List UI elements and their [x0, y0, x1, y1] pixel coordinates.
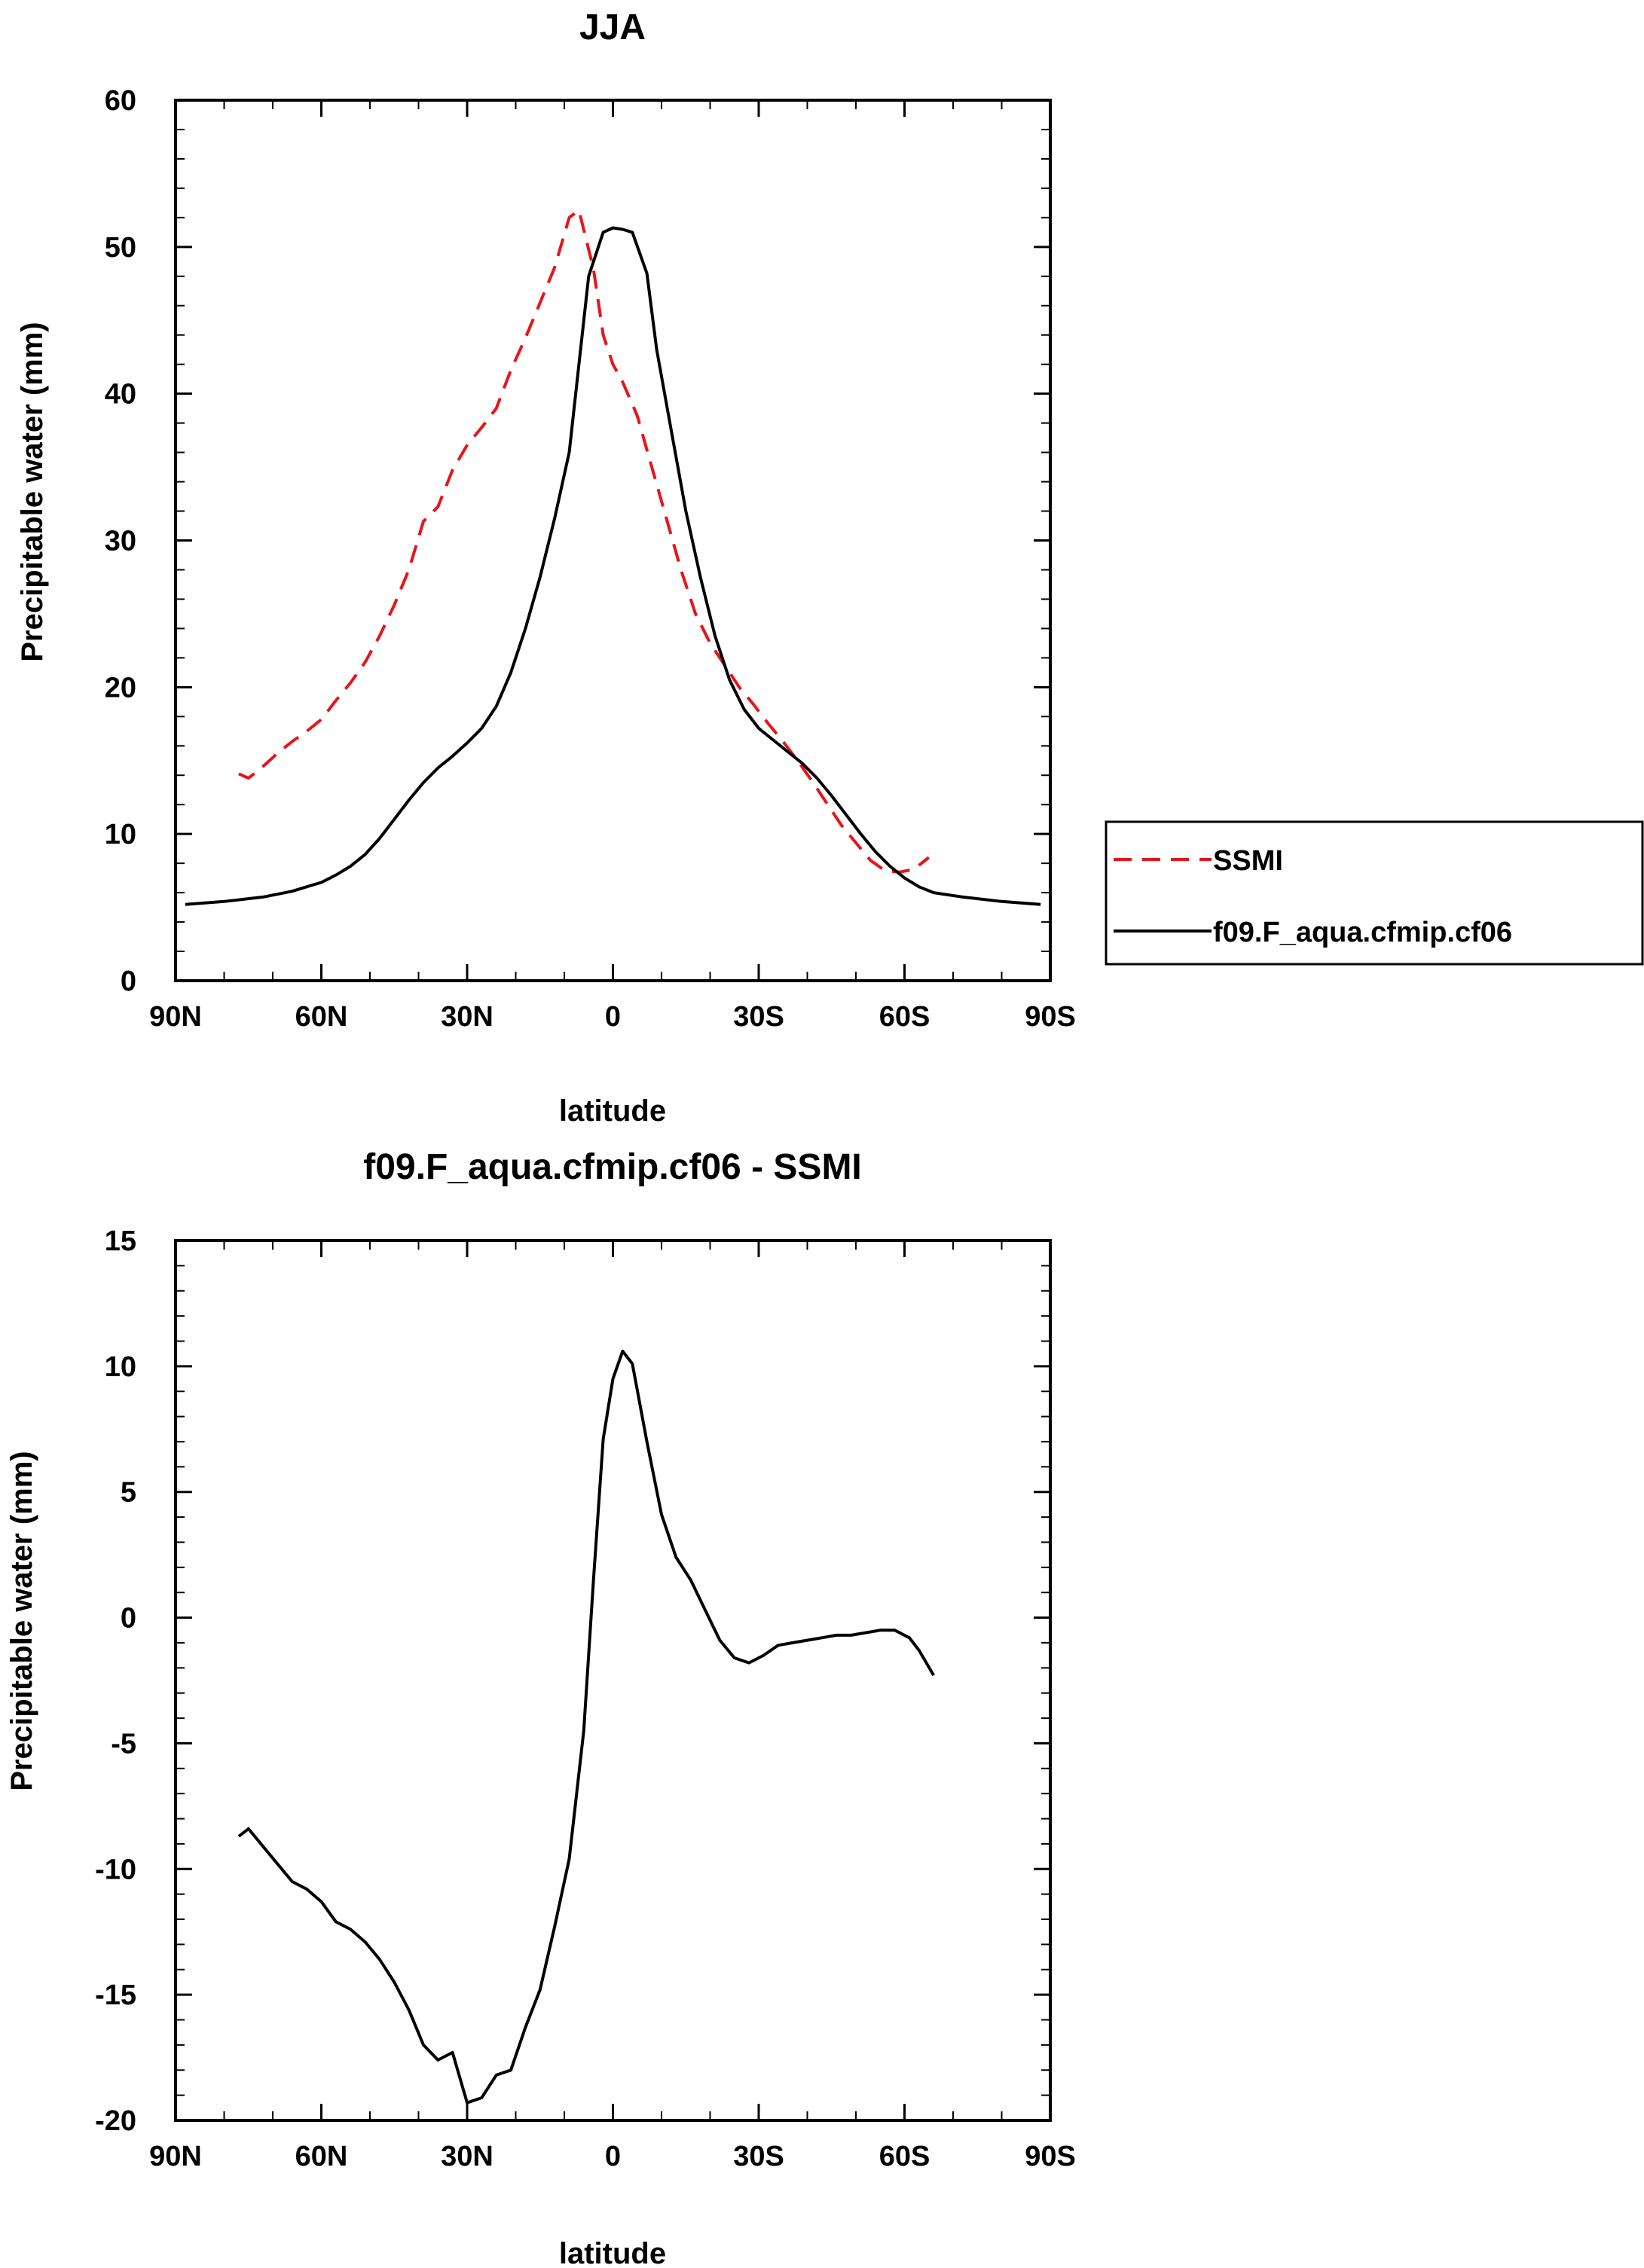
- y-tick-label: 10: [105, 819, 136, 850]
- y-tick-label: 20: [105, 672, 136, 704]
- x-tick-label: 30N: [441, 1001, 494, 1033]
- x-tick-label: 30S: [733, 1001, 784, 1033]
- series-line-f09-f-aqua-cfmip-cf06: [185, 226, 1041, 906]
- panel-top: JJA latitude Precipitable water (mm) 90N…: [16, 8, 1644, 1128]
- legend-label-model: f09.F_aqua.cfmip.cf06: [1213, 917, 1512, 948]
- y-tick-label: 15: [105, 1226, 136, 1257]
- y-tick-label: -5: [111, 1728, 136, 1760]
- x-tick-label: 60S: [879, 2141, 930, 2172]
- y-tick-label: -10: [95, 1854, 136, 1885]
- x-axis-label: latitude: [559, 2237, 666, 2268]
- y-tick-label: 0: [121, 966, 136, 997]
- plot-frame: [174, 1239, 1052, 2122]
- series-line-difference: [237, 1349, 935, 2105]
- y-tick-label: 40: [105, 379, 136, 411]
- x-tick-label: 90N: [149, 2141, 202, 2172]
- y-tick-label: -20: [95, 2105, 136, 2137]
- x-tick-label: 60N: [295, 2141, 348, 2172]
- y-axis-label: Precipitable water (mm): [16, 322, 49, 661]
- x-tick-label: 90S: [1025, 1001, 1076, 1033]
- x-tick-label: 90S: [1025, 2141, 1076, 2172]
- y-tick-label: 0: [121, 1603, 136, 1635]
- y-tick-label: 30: [105, 526, 136, 557]
- plot-frame: [174, 99, 1052, 982]
- y-tick-label: 10: [105, 1351, 136, 1383]
- plot-area: 90N 60N 30N 0 30S 60S 90S -20 -15 -10 -5 0 5 10 15: [95, 1226, 1076, 2172]
- y-axis-label: Precipitable water (mm): [5, 1451, 38, 1790]
- x-tick-label: 30S: [733, 2141, 784, 2172]
- x-tick-label: 60S: [879, 1001, 930, 1033]
- plot-area: 90N 60N 30N 0 30S 60S 90S 0 10 20 30 40 50 60: [105, 85, 1076, 1033]
- x-tick-label: 30N: [441, 2141, 494, 2172]
- y-tick-label: -15: [95, 1980, 136, 2011]
- x-tick-label: 60N: [295, 1001, 348, 1033]
- y-tick-label: 50: [105, 232, 136, 264]
- series-line-ssmi: [238, 209, 930, 874]
- x-tick-label: 0: [605, 1001, 621, 1033]
- y-tick-label: 5: [121, 1477, 136, 1509]
- legend-box: [1105, 820, 1644, 966]
- x-tick-label: 0: [605, 2141, 621, 2172]
- chart-title: JJA: [579, 8, 646, 47]
- x-tick-label: 90N: [149, 1001, 202, 1033]
- legend: SSMI f09.F_aqua.cfmip.cf06: [1105, 820, 1644, 966]
- chart-title: f09.F_aqua.cfmip.cf06 - SSMI: [363, 1147, 862, 1187]
- panel-bottom: f09.F_aqua.cfmip.cf06 - SSMI latitude Pr…: [5, 1147, 1076, 2268]
- y-tick-label: 60: [105, 85, 136, 117]
- x-axis-label: latitude: [559, 1094, 666, 1128]
- legend-label-ssmi: SSMI: [1213, 845, 1283, 877]
